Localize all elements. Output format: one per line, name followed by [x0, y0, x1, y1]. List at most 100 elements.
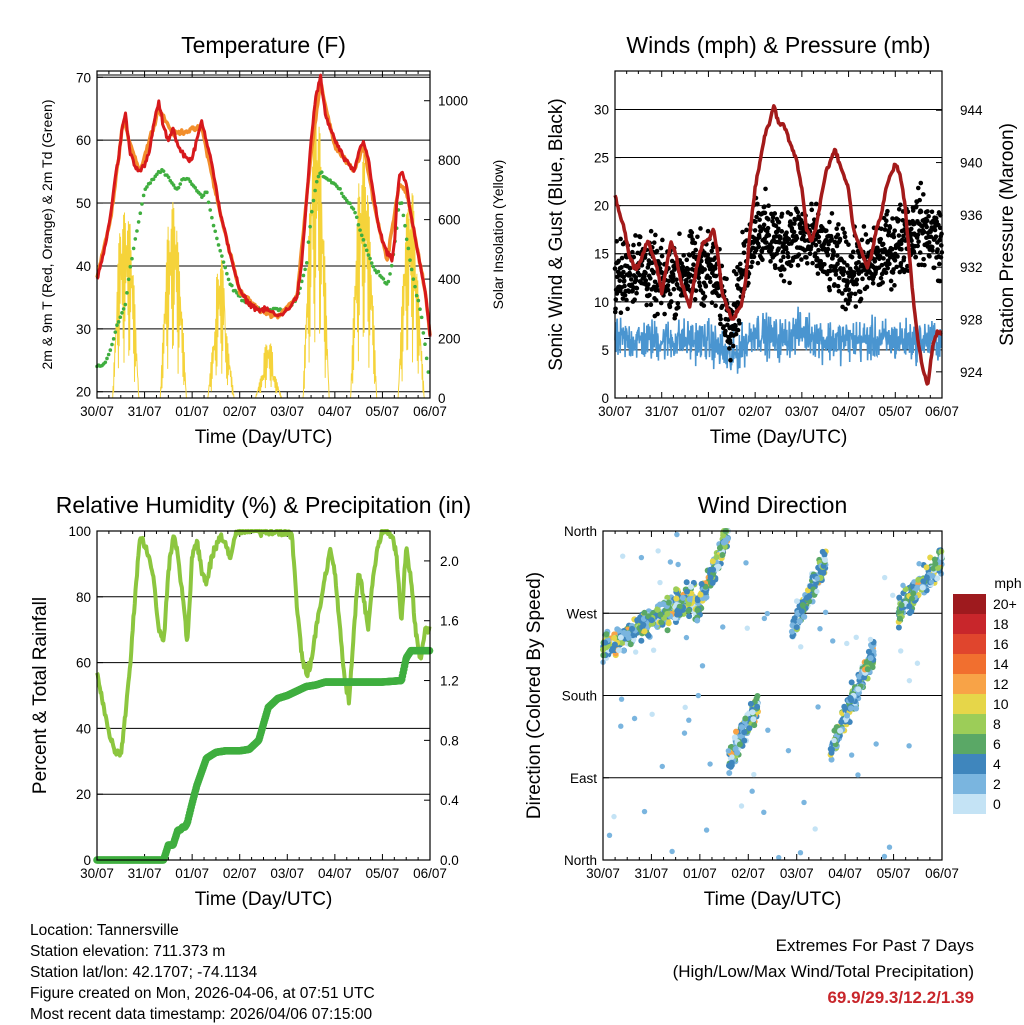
gust-point: [655, 311, 660, 317]
gust-point: [665, 287, 671, 293]
insolation-line: [159, 202, 187, 399]
dewpoint-point: [188, 179, 193, 184]
winds-y2tick-label: 932: [960, 260, 983, 275]
direction-point: [801, 613, 808, 620]
gust-point: [817, 239, 822, 245]
gust-point: [707, 279, 713, 285]
temperature-ytick-label: 40: [76, 259, 91, 274]
dewpoint-point: [314, 179, 319, 184]
gust-point: [625, 306, 630, 312]
gust-point: [698, 226, 703, 231]
gust-point: [884, 218, 889, 224]
gust-point: [665, 283, 671, 288]
gust-point: [744, 227, 749, 233]
gust-point: [790, 233, 796, 239]
dewpoint-point: [213, 229, 218, 234]
gust-point: [883, 270, 889, 276]
gust-point: [680, 264, 686, 270]
gust-point: [933, 234, 939, 239]
temperature-xtick-label: 05/07: [366, 404, 400, 419]
gust-point: [709, 248, 714, 254]
direction-point: [709, 579, 716, 586]
gust-point: [883, 222, 889, 228]
dewpoint-point: [424, 356, 429, 361]
speed-legend-swatch: [953, 794, 986, 814]
dewpoint-point: [128, 264, 133, 269]
direction-point: [855, 772, 861, 778]
direction-point: [688, 590, 695, 597]
dewpoint-point: [178, 182, 183, 186]
gust-point: [908, 226, 914, 232]
gust-point: [885, 208, 890, 214]
direction-title: Wind Direction: [698, 492, 848, 518]
direction-point: [841, 703, 848, 710]
dewpoint-point: [303, 267, 307, 272]
gust-point: [692, 297, 698, 302]
dewpoint-point: [401, 213, 406, 218]
direction-point: [659, 763, 665, 770]
gust-point: [892, 228, 898, 234]
gust-point: [633, 233, 638, 238]
gust-point: [707, 275, 713, 281]
gust-point: [746, 280, 751, 286]
gust-point: [825, 246, 831, 252]
gust-point: [624, 297, 629, 303]
dewpoint-point: [413, 284, 417, 289]
gust-point: [651, 240, 657, 245]
gust-point: [658, 245, 664, 251]
gust-point: [757, 217, 762, 222]
gust-point: [716, 293, 722, 299]
gust-point: [757, 234, 762, 240]
gust-point: [781, 254, 786, 260]
gust-point: [900, 218, 906, 223]
gust-point: [896, 233, 902, 238]
temperature-ytick-label: 50: [76, 196, 91, 211]
gust-point: [643, 270, 648, 276]
gust-point: [833, 272, 839, 277]
temperature-xtick-label: 03/07: [270, 404, 304, 419]
gust-point: [705, 228, 711, 234]
direction-point: [928, 579, 935, 585]
direction-point: [665, 620, 672, 627]
dewpoint-point: [316, 174, 321, 179]
gust-point: [778, 234, 783, 240]
dewpoint-point: [351, 207, 356, 211]
winds-xtick-label: 01/07: [692, 404, 726, 419]
gust-point: [763, 186, 768, 192]
gust-point: [827, 287, 832, 293]
gust-point: [918, 209, 924, 214]
speed-legend-label: 10: [993, 696, 1009, 712]
dewpoint-point: [138, 211, 143, 216]
winds-y2tick-label: 924: [960, 365, 983, 380]
gust-point: [818, 258, 824, 264]
dewpoint-point: [158, 170, 163, 175]
gust-point: [878, 236, 884, 242]
direction-point: [719, 551, 726, 558]
direction-point: [741, 737, 748, 744]
humidity-xtick-label: 30/07: [80, 866, 114, 881]
gust-point: [843, 297, 849, 303]
gust-point: [651, 269, 656, 275]
dewpoint-point: [140, 202, 144, 206]
dewpoint-point: [201, 193, 206, 198]
direction-point: [935, 565, 942, 572]
gust-point: [779, 229, 785, 234]
gust-point: [859, 237, 865, 243]
dewpoint-point: [193, 185, 198, 190]
gust-point: [917, 197, 922, 203]
winds-ytick-label: 10: [594, 295, 609, 310]
gust-point: [681, 253, 686, 258]
station-location: Location: Tannersville: [30, 922, 179, 939]
speed-legend-swatch: [953, 634, 986, 654]
gust-point: [860, 276, 865, 282]
station-info: Location: Tannersville Station elevation…: [30, 920, 375, 1025]
gust-point: [779, 211, 785, 217]
gust-point: [864, 284, 870, 290]
gust-point: [766, 203, 771, 209]
direction-point: [685, 607, 692, 614]
gust-point: [885, 232, 891, 238]
direction-point: [657, 611, 664, 618]
direction-point: [801, 799, 807, 806]
gust-point: [896, 206, 902, 212]
gust-point: [660, 237, 665, 243]
